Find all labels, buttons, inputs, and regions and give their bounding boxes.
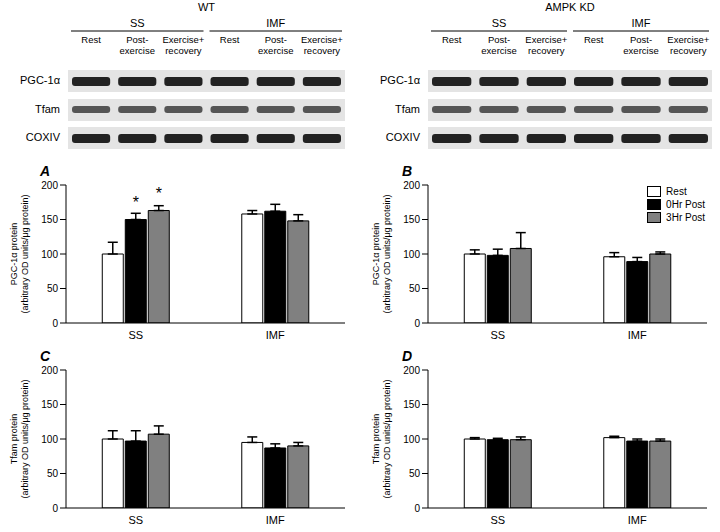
svg-text:Exercise+recovery: Exercise+recovery <box>301 34 343 56</box>
html-text:D: D <box>402 348 413 364</box>
svg-text:PGC-1α: PGC-1α <box>380 74 421 86</box>
svg-text:50: 50 <box>409 468 421 479</box>
svg-text:SS: SS <box>492 17 507 29</box>
svg-text:IMF: IMF <box>266 329 285 341</box>
svg-text:AMPK KD: AMPK KD <box>545 1 595 13</box>
svg-text:IMF: IMF <box>266 514 285 526</box>
svg-text:50: 50 <box>47 283 59 294</box>
svg-text:WT: WT <box>198 1 215 13</box>
svg-text:0: 0 <box>414 318 420 329</box>
svg-text:Exercise+recovery: Exercise+recovery <box>162 34 204 56</box>
svg-text:200: 200 <box>41 180 58 191</box>
svg-text:200: 200 <box>403 365 420 376</box>
svg-text:Rest: Rest <box>442 34 462 45</box>
svg-text:Rest: Rest <box>81 34 101 45</box>
svg-text:Exercise+recovery: Exercise+recovery <box>667 34 709 56</box>
svg-text:SS: SS <box>490 514 505 526</box>
html-text:(arbitrary OD units/μg protein: (arbitrary OD units/μg protein) <box>382 194 392 314</box>
svg-text:Post-exercise: Post-exercise <box>120 34 155 56</box>
svg-text:Rest: Rest <box>220 34 240 45</box>
svg-text:COXIV: COXIV <box>26 131 61 143</box>
svg-text:SS: SS <box>128 329 143 341</box>
svg-text:100: 100 <box>403 249 420 260</box>
html-text:C: C <box>40 348 51 364</box>
svg-text:0: 0 <box>52 503 58 514</box>
svg-text:Tfam: Tfam <box>35 103 60 115</box>
svg-text:IMF: IMF <box>266 17 285 29</box>
svg-text:150: 150 <box>41 399 58 410</box>
html-text:(arbitrary OD units/μg protein: (arbitrary OD units/μg protein) <box>382 379 392 499</box>
svg-text:Tfam: Tfam <box>395 103 420 115</box>
svg-text:*: * <box>133 194 139 211</box>
svg-text:Post-exercise: Post-exercise <box>481 34 516 56</box>
svg-text:*: * <box>156 185 162 202</box>
html-text:A: A <box>40 163 51 179</box>
html-text:(arbitrary OD units/μg protein: (arbitrary OD units/μg protein) <box>20 379 30 499</box>
svg-text:100: 100 <box>41 434 58 445</box>
svg-text:0: 0 <box>414 503 420 514</box>
svg-text:IMF: IMF <box>632 17 651 29</box>
html-text:Tfam protein: Tfam protein <box>9 413 19 465</box>
svg-text:150: 150 <box>403 214 420 225</box>
svg-text:Exercise+recovery: Exercise+recovery <box>525 34 567 56</box>
svg-text:150: 150 <box>41 214 58 225</box>
html-text:PGC-1α protein: PGC-1α protein <box>9 222 19 286</box>
svg-text:IMF: IMF <box>628 514 647 526</box>
svg-text:200: 200 <box>403 180 420 191</box>
html-text:(arbitrary OD units/μg protein: (arbitrary OD units/μg protein) <box>20 194 30 314</box>
svg-text:200: 200 <box>41 365 58 376</box>
svg-text:SS: SS <box>130 17 145 29</box>
svg-text:150: 150 <box>403 399 420 410</box>
svg-text:Rest: Rest <box>584 34 604 45</box>
svg-text:50: 50 <box>409 283 421 294</box>
svg-text:IMF: IMF <box>628 329 647 341</box>
svg-text:COXIV: COXIV <box>386 131 421 143</box>
svg-text:50: 50 <box>47 468 59 479</box>
svg-text:Post-exercise: Post-exercise <box>258 34 293 56</box>
html-text:3Hr Post: 3Hr Post <box>666 212 705 223</box>
html-text:0Hr Post: 0Hr Post <box>666 199 705 210</box>
svg-text:PGC-1α: PGC-1α <box>20 74 61 86</box>
svg-text:100: 100 <box>403 434 420 445</box>
svg-text:100: 100 <box>41 249 58 260</box>
html-text:Tfam protein: Tfam protein <box>371 413 381 465</box>
html-text:B: B <box>402 163 413 179</box>
svg-text:SS: SS <box>128 514 143 526</box>
svg-text:0: 0 <box>52 318 58 329</box>
svg-text:Post-exercise: Post-exercise <box>623 34 658 56</box>
svg-text:SS: SS <box>490 329 505 341</box>
html-text:PGC-1α protein: PGC-1α protein <box>371 222 381 286</box>
html-text:Rest: Rest <box>666 186 687 197</box>
